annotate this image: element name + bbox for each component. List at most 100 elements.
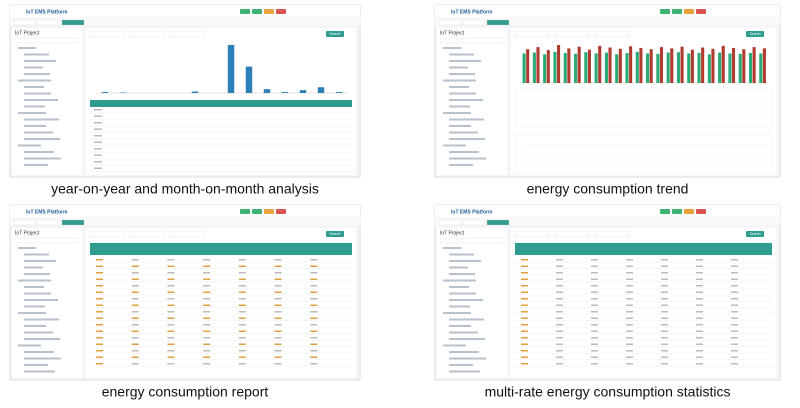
search-button-label: Search (329, 32, 340, 36)
status-badge (696, 209, 706, 214)
search-button-label: Search (329, 232, 340, 236)
cell-text (167, 363, 175, 365)
bar (532, 52, 536, 83)
cell-text (731, 311, 738, 313)
bar (263, 89, 271, 93)
cell-text (238, 330, 246, 332)
table-header (515, 243, 772, 255)
cell-text (274, 311, 282, 313)
tree-item (443, 144, 466, 147)
bar (711, 48, 715, 83)
cell-text (556, 356, 563, 358)
cell-text (556, 259, 563, 261)
tree-item (24, 73, 50, 75)
cell-text (310, 272, 318, 274)
filter-field (514, 230, 550, 238)
tree-item (449, 92, 476, 95)
cell-text (521, 350, 528, 352)
tree-item (24, 338, 60, 340)
cell-text (696, 350, 703, 352)
bar (543, 54, 547, 83)
cell-text (238, 356, 246, 358)
search-box (439, 237, 505, 244)
sidebar-title: IoT Project (440, 230, 465, 236)
bar (629, 46, 633, 83)
cell-text (131, 317, 139, 319)
filter-field (89, 230, 125, 238)
cell-text (167, 285, 175, 287)
cell-text (203, 363, 211, 365)
bar (618, 48, 622, 83)
cell-text (731, 272, 738, 274)
tree-item (449, 273, 475, 275)
cell-text (556, 298, 563, 300)
cell-text (626, 311, 633, 313)
cell-text (310, 343, 318, 345)
tab (37, 19, 61, 26)
cell-text (131, 278, 139, 280)
cell-text (696, 272, 703, 274)
cell-text (591, 317, 598, 319)
cell-text (96, 343, 103, 345)
cell-text (521, 304, 528, 306)
tree-item (443, 344, 466, 347)
bar (762, 48, 766, 83)
cell-text (310, 337, 318, 339)
cell-text (96, 304, 103, 306)
cell-text (661, 285, 668, 287)
status-badge (672, 209, 682, 214)
cell-text (238, 291, 246, 293)
cell-text (556, 285, 563, 287)
cell-text (556, 278, 563, 280)
cell-text (310, 311, 318, 313)
bar (615, 54, 619, 83)
tree-item (24, 86, 44, 88)
cell-text (203, 259, 211, 261)
cell-text (731, 324, 738, 326)
cell-text (131, 343, 139, 345)
cell-text (521, 324, 528, 326)
cell-text (731, 265, 738, 267)
cell-text (661, 324, 668, 326)
cell-text (626, 304, 633, 306)
cell-text (131, 259, 139, 261)
cell-text (731, 363, 738, 365)
cell-text (203, 285, 211, 287)
cell-text (131, 311, 139, 313)
cell-text (591, 259, 598, 261)
search-box (14, 237, 80, 244)
cell-text (274, 272, 282, 274)
tree-item (24, 266, 43, 269)
filter-field (594, 230, 630, 238)
cell-text (238, 311, 246, 313)
cell-text (310, 356, 318, 358)
cell-text (203, 304, 211, 306)
cell-text (203, 272, 211, 274)
cell-text (96, 298, 103, 300)
filter-field (554, 30, 590, 38)
tree-item (449, 292, 476, 295)
cell-text (274, 337, 282, 339)
cell-text (238, 317, 246, 319)
tree-item (24, 99, 58, 101)
caption: energy consumption report (102, 384, 269, 400)
bar (649, 49, 653, 83)
cell-text (310, 265, 318, 267)
tree-item (24, 53, 49, 56)
tree-item (449, 370, 480, 373)
cell-text (731, 356, 738, 358)
cell-text (591, 324, 598, 326)
bar (646, 53, 650, 83)
cell-text (661, 311, 668, 313)
cell-text (238, 259, 246, 261)
cell-text (167, 311, 175, 313)
search-button (746, 231, 764, 237)
status-badge (684, 209, 694, 214)
cell-text (521, 298, 528, 300)
bar (639, 47, 643, 83)
cell-text (696, 337, 703, 339)
bar (587, 49, 591, 83)
tree-item (449, 318, 484, 321)
cell-text (167, 350, 175, 352)
cell-text (238, 272, 246, 274)
